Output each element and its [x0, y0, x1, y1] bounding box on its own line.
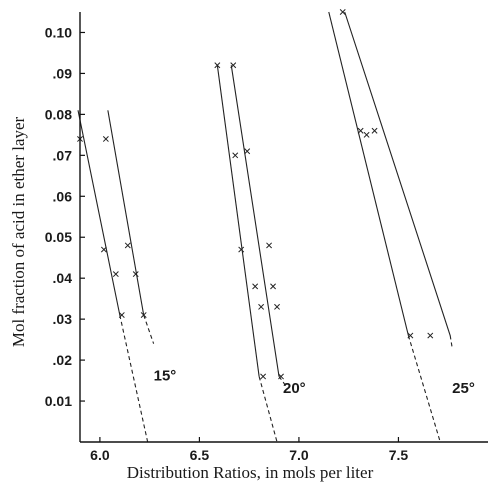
series-line-2-0	[328, 11, 409, 336]
data-point-marker	[363, 131, 370, 138]
data-point-marker	[214, 62, 221, 69]
data-point-marker	[260, 373, 267, 380]
data-point-marker	[278, 373, 284, 380]
y-tick-label: 0.05	[45, 229, 72, 245]
data-point-marker	[140, 312, 147, 319]
data-point-marker	[339, 9, 346, 15]
series-extrapolation-2-1	[449, 335, 453, 348]
series-line-2-1	[344, 11, 451, 336]
x-axis-title: Distribution Ratios, in mols per liter	[127, 463, 374, 482]
series-extrapolation-1-0	[258, 376, 278, 443]
series-lines	[77, 11, 453, 443]
data-point-marker	[102, 135, 109, 142]
data-point-marker	[232, 152, 239, 159]
y-axis-title: Mol fraction of acid in ether layer	[9, 116, 28, 347]
data-point-marker	[112, 271, 119, 278]
y-tick-label: .03	[53, 311, 73, 327]
data-point-marker	[252, 283, 259, 290]
data-point-marker	[371, 127, 378, 134]
data-point-marker	[118, 312, 125, 319]
data-point-marker	[258, 303, 265, 310]
y-ticks: 0.01 .02 .03 .04 0.05 .06 .07 0.08 .09 0.10	[45, 24, 85, 409]
axes	[79, 12, 488, 443]
y-tick-label: 0.01	[45, 393, 72, 409]
data-point-marker	[270, 283, 277, 290]
temperature-label: 25°	[452, 380, 475, 397]
y-tick-label: 0.10	[45, 24, 72, 40]
series-line-0-1	[107, 110, 145, 316]
data-point-marker	[124, 242, 131, 249]
data-point-marker	[427, 332, 434, 339]
data-point-marker	[274, 303, 280, 310]
data-markers	[77, 9, 434, 380]
x-tick-label: 6.0	[90, 447, 110, 463]
data-point-marker	[244, 148, 251, 155]
series-extrapolation-0-1	[143, 314, 155, 344]
series-line-0-0	[77, 110, 121, 316]
data-point-marker	[238, 246, 245, 253]
data-point-marker	[407, 332, 414, 339]
x-tick-label: 7.0	[289, 447, 309, 463]
y-tick-label: .06	[53, 188, 73, 204]
data-point-marker	[266, 242, 273, 249]
x-ticks: 6.0 6.5 7.0 7.5	[90, 437, 408, 463]
data-point-marker	[357, 127, 364, 134]
x-tick-label: 7.5	[389, 447, 409, 463]
y-tick-label: .04	[53, 270, 73, 286]
temperature-label: 20°	[283, 380, 306, 397]
data-point-marker	[230, 62, 237, 69]
y-tick-label: .02	[53, 352, 73, 368]
y-tick-label: .07	[53, 147, 73, 163]
y-tick-label: .09	[53, 65, 73, 81]
y-tick-label: 0.08	[45, 106, 72, 122]
data-point-marker	[100, 246, 107, 253]
data-point-marker	[132, 271, 139, 278]
series-extrapolation-0-0	[119, 314, 149, 443]
series-extrapolation-2-0	[407, 335, 441, 443]
x-tick-label: 6.5	[190, 447, 210, 463]
series-line-1-1	[230, 65, 280, 377]
series-line-1-0	[216, 65, 260, 377]
temperature-labels: 15° 20° 25°	[154, 368, 475, 397]
temperature-label: 15°	[154, 368, 177, 385]
